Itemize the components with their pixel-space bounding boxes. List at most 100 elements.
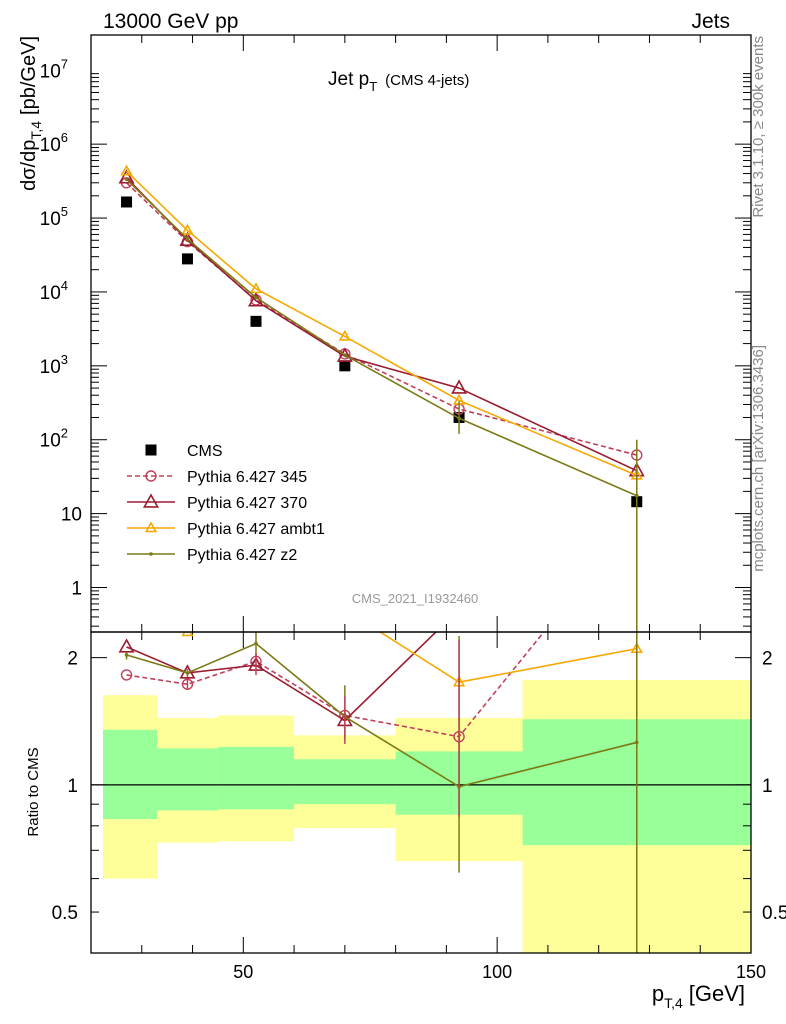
series-layer [118,164,645,953]
y-tick-label-exp: 5 [61,204,68,219]
legend-label-p370: Pythia 6.427 370 [187,495,307,512]
legend-item-cms: CMS [145,443,223,460]
y-tick-label-1000000: 106 [40,130,68,156]
ratio-axis-label: Ratio to CMS [25,747,42,836]
band-inner-2 [217,746,295,810]
y-tick-label-exp: 6 [61,130,68,145]
point-z2-2 [254,295,258,300]
point-z2-3 [343,353,347,357]
y-axis-label-main: dσ/dp [18,140,40,191]
legend-label-ambt1: Pythia 6.427 ambt1 [187,521,325,538]
y-axis-label-unit: [pb/GeV] [18,36,40,115]
legend-marker-cms [145,444,157,456]
y-tick-label-10000000: 107 [40,56,68,82]
plot-title-tag: (CMS 4-jets) [385,72,469,89]
point-z2-0 [124,177,129,182]
ratio-point-ambt1-2 [251,605,261,614]
x-axis-label: pT,4 [GeV] [652,981,745,1011]
header-left: 13000 GeV pp [103,10,238,33]
ratio-tick-label-right-0.5: 0.5 [762,903,786,924]
y-tick-label-exp: 7 [61,56,68,71]
ratio-bands [103,680,751,953]
ratio-series [118,605,643,953]
band-inner-1 [157,748,218,811]
ratio-point-p345-0 [120,669,133,681]
y-tick-label-exp: 2 [61,426,68,441]
legend-item-ambt1: Pythia 6.427 ambt1 [127,521,325,538]
y-tick-label-exp: 3 [61,352,68,367]
y-tick-label-base: 10 [40,283,61,304]
y-tick-label-100000: 105 [40,204,68,230]
point-p370-3 [336,347,353,362]
legend-label-p345: Pythia 6.427 345 [187,469,307,486]
band-inner-3 [294,759,396,805]
x-axis-label-unit: [GeV] [689,981,745,1006]
ratio-tick-label-left-0.5: 0.5 [52,903,78,924]
ratio-point-ambt1-1 [181,632,194,637]
ratio-line-p345 [126,632,545,738]
ratio-tick-label-right-1: 1 [762,776,773,797]
x-axis-label-sub: T,4 [664,995,683,1011]
side-text-top: Rivet 3.1.10, ≥ 300k events [750,36,767,218]
point-cms-0 [121,196,133,208]
y-tick-label-1000: 103 [40,352,68,378]
line-z2 [125,178,638,497]
point-z2-1 [185,237,190,241]
x-axis-label-main: p [652,981,664,1006]
header-right: Jets [691,10,730,33]
legend-item-p345: Pythia 6.427 345 [127,469,307,486]
y-tick-label-100: 102 [40,426,68,452]
legend-item-z2: Pythia 6.427 z2 [127,547,297,564]
y-tick-label-exp: 4 [61,278,68,293]
band-inner-0 [103,729,157,820]
legend-marker-p370 [142,493,160,508]
line-p345 [125,182,637,456]
legend-item-p370: Pythia 6.427 370 [127,493,307,512]
plot-title: Jet pT (CMS 4-jets) [328,69,469,94]
point-cms-3 [339,360,351,372]
legend-label-cms: CMS [187,443,223,460]
point-cms-1 [181,253,193,265]
ratio-tick-label-right-2: 2 [762,649,773,670]
ratio-tick-label-left-2: 2 [67,649,78,670]
line-ambt1 [125,170,638,477]
ratio-line-p370 [126,632,438,722]
point-ambt1-1 [181,223,194,235]
ratio-point-ambt1-0 [122,612,132,621]
y-axis-label-sub: T,4 [28,121,44,140]
point-p370-0 [118,169,135,184]
legend-marker-z2 [149,552,153,556]
x-tick-label-100: 100 [482,962,512,982]
x-tick-label-150: 150 [736,962,766,982]
ratio-plot-frame [90,631,752,954]
plot-title-main: Jet p [328,69,369,90]
x-tick-label-50: 50 [233,962,253,982]
y-tick-label-10: 10 [61,505,82,526]
ratio-point-ambt1-3 [340,605,350,614]
y-tick-label-base: 10 [40,431,61,452]
point-p370-1 [179,231,196,246]
legend-label-z2: Pythia 6.427 z2 [187,547,297,564]
side-text-bottom: mcplots.cern.ch [arXiv:1306.3436] [750,345,767,572]
point-ambt1-3 [338,329,351,341]
ratio-point-p370-0 [118,638,135,653]
y-tick-label-1: 1 [71,579,82,600]
analysis-watermark: CMS_2021_I1932460 [352,591,479,606]
point-cms-2 [250,315,262,327]
ratio-line-ambt1 [184,632,637,683]
y-tick-label-base: 1 [71,579,82,600]
y-tick-label-base: 10 [40,135,61,156]
point-p370-4 [451,379,468,394]
y-tick-label-base: 10 [40,61,61,82]
main-plot-frame [90,34,752,633]
y-tick-label-10000: 104 [40,278,68,304]
line-p370 [125,177,638,472]
y-axis-label: dσ/dpT,4 [pb/GeV] [18,36,44,191]
legend-marker-p345 [145,470,157,482]
ratio-line-z2 [126,642,637,788]
point-ambt1-2 [249,282,263,294]
y-tick-label-base: 10 [61,505,82,526]
legend-marker-ambt1 [144,521,158,533]
